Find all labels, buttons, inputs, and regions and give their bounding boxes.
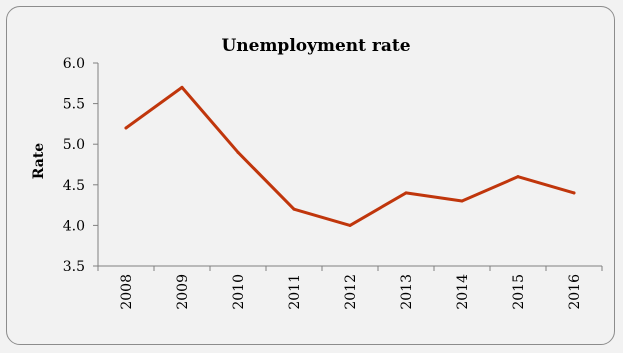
data-point	[180, 85, 184, 89]
y-tick-label: 6.0	[63, 56, 85, 72]
y-tick-labels: 3.5 4.0 4.5 5.0 5.5 6.0	[63, 56, 85, 275]
chart-frame	[6, 6, 615, 345]
data-point	[460, 199, 464, 203]
x-tick-label: 2011	[287, 274, 303, 310]
data-point	[572, 191, 576, 195]
series-line	[124, 85, 576, 227]
chart-title: Unemployment rate	[221, 36, 410, 56]
x-tick-label: 2014	[455, 274, 471, 310]
x-tick-labels: 2008 2009 2010 2011 2012 2013 2014 2015 2016	[119, 274, 583, 310]
data-point	[292, 207, 296, 211]
y-tick-label: 3.5	[63, 259, 85, 275]
x-tick-label: 2008	[119, 274, 135, 310]
y-axis-label: Rate	[31, 143, 47, 179]
y-tick-label: 5.0	[63, 137, 85, 153]
data-point	[124, 126, 128, 130]
data-point	[348, 223, 352, 227]
x-tick-label: 2012	[343, 274, 359, 310]
x-tick-label: 2016	[567, 274, 583, 310]
data-point	[404, 191, 408, 195]
data-point	[236, 150, 240, 154]
x-tick-label: 2015	[511, 274, 527, 310]
x-tick-label: 2009	[175, 274, 191, 310]
series-layer	[124, 85, 576, 227]
x-tick-label: 2013	[399, 274, 415, 310]
y-tick-label: 4.0	[63, 218, 85, 234]
y-tick-label: 5.5	[63, 97, 85, 113]
axes	[93, 62, 603, 271]
data-point	[516, 175, 520, 179]
x-tick-label: 2010	[231, 274, 247, 310]
y-tick-label: 4.5	[63, 178, 85, 194]
